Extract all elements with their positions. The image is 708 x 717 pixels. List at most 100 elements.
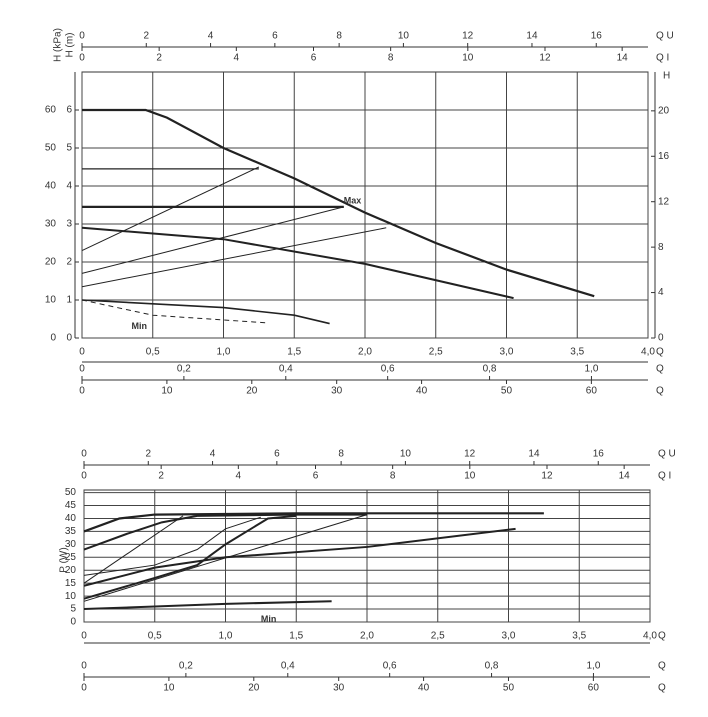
y-label: P (W)	[59, 547, 70, 572]
x-tick-label: 1,5	[289, 631, 303, 642]
y-tick-label: 6	[66, 105, 72, 116]
curve	[83, 527, 516, 587]
y-tick-label: 0	[658, 333, 664, 344]
x-label: Q	[658, 631, 666, 642]
x-tick-label: 4	[234, 53, 240, 64]
x-tick-label: 0	[79, 347, 85, 358]
y-tick-label: 40	[65, 513, 77, 524]
annotation: Max	[344, 196, 362, 206]
x-tick-label: 30	[331, 386, 343, 397]
x-tick-label: 16	[591, 31, 603, 42]
x-tick-label: 2,0	[360, 631, 374, 642]
x-tick-label: 0,5	[148, 631, 162, 642]
y-tick-label: 16	[658, 151, 670, 162]
y-tick-label: 10	[45, 295, 57, 306]
x-tick-label: 0,2	[179, 661, 193, 672]
x-tick-label: 2	[146, 449, 152, 460]
x-tick-label: 2	[144, 31, 150, 42]
curve	[83, 514, 368, 602]
x-tick-label: 20	[248, 683, 260, 694]
x-tick-label: 10	[462, 53, 474, 64]
curve	[81, 206, 344, 274]
y-tick-label: 5	[66, 143, 72, 154]
x-tick-label: 12	[464, 449, 476, 460]
y-tick-label: 3	[66, 219, 72, 230]
y-tick-label: 0	[70, 617, 76, 628]
x-tick-label: 2,5	[431, 631, 445, 642]
y-tick-label: 4	[658, 287, 664, 298]
x-tick-label: 0,8	[485, 661, 499, 672]
x-tick-label: 40	[416, 386, 428, 397]
curve	[81, 299, 330, 325]
curve	[83, 514, 297, 600]
x-tick-label: 3,5	[572, 631, 586, 642]
axis-label: Q	[658, 661, 666, 672]
y-tick-label: 5	[70, 604, 76, 615]
x-tick-label: 6	[311, 53, 317, 64]
y-tick-label: 25	[65, 552, 77, 563]
x-tick-label: 0	[81, 449, 87, 460]
y-tick-label: 0	[50, 333, 56, 344]
y-tick-label: 40	[45, 181, 57, 192]
x-label: Q	[656, 347, 664, 358]
y-tick-label: 0	[66, 333, 72, 344]
x-tick-label: 2	[156, 53, 162, 64]
x-tick-label: 0	[79, 53, 85, 64]
x-tick-label: 1,0	[584, 364, 598, 375]
x-tick-label: 0	[79, 364, 85, 375]
y-tick-label: 60	[45, 105, 57, 116]
y-tick-label: 20	[65, 565, 77, 576]
x-tick-label: 1,0	[217, 347, 231, 358]
x-tick-label: 0,4	[281, 661, 295, 672]
y-tick-label: 4	[66, 181, 72, 192]
x-tick-label: 1,0	[219, 631, 233, 642]
x-tick-label: 0	[79, 386, 85, 397]
annotation: Min	[132, 321, 148, 331]
axis-label: Q U	[656, 31, 674, 42]
y-tick-label: 10	[65, 591, 77, 602]
x-tick-label: 14	[619, 471, 631, 482]
x-tick-label: 10	[464, 471, 476, 482]
curve	[81, 299, 266, 324]
axis-label: Q	[658, 683, 666, 694]
x-tick-label: 8	[390, 471, 396, 482]
axis-label: Q I	[658, 471, 671, 482]
x-tick-label: 8	[388, 53, 394, 64]
x-tick-label: 8	[338, 449, 344, 460]
y-tick-label: 20	[45, 257, 57, 268]
y-label: H (kPa)	[53, 28, 64, 62]
y-tick-label: 50	[45, 143, 57, 154]
x-tick-label: 1,5	[287, 347, 301, 358]
curve	[81, 166, 260, 252]
x-tick-label: 0	[81, 661, 87, 672]
x-tick-label: 6	[313, 471, 319, 482]
y-tick-label: 2	[66, 257, 72, 268]
annotation: Min	[261, 614, 277, 624]
x-tick-label: 3,5	[570, 347, 584, 358]
x-tick-label: 0,5	[146, 347, 160, 358]
axis-label: Q	[656, 386, 664, 397]
curve	[83, 515, 184, 584]
x-tick-label: 0,2	[177, 364, 191, 375]
x-tick-label: 0	[79, 31, 85, 42]
y-tick-label: 30	[45, 219, 57, 230]
x-tick-label: 0,6	[383, 661, 397, 672]
x-tick-label: 30	[333, 683, 345, 694]
curve	[83, 600, 332, 611]
x-tick-label: 1,0	[586, 661, 600, 672]
x-tick-label: 12	[462, 31, 474, 42]
x-tick-label: 14	[528, 449, 540, 460]
x-tick-label: 6	[272, 31, 278, 42]
x-tick-label: 0,8	[483, 364, 497, 375]
x-tick-label: 3,0	[502, 631, 516, 642]
x-tick-label: 4	[236, 471, 242, 482]
curve	[83, 513, 367, 551]
axis-label: Q U	[658, 449, 676, 460]
y-tick-label: 1	[66, 295, 72, 306]
x-tick-label: 60	[588, 683, 600, 694]
x-tick-label: 2,5	[429, 347, 443, 358]
curve	[81, 226, 514, 300]
y-tick-label: 45	[65, 500, 77, 511]
y-tick-label: 12	[658, 196, 670, 207]
x-tick-label: 0,6	[381, 364, 395, 375]
